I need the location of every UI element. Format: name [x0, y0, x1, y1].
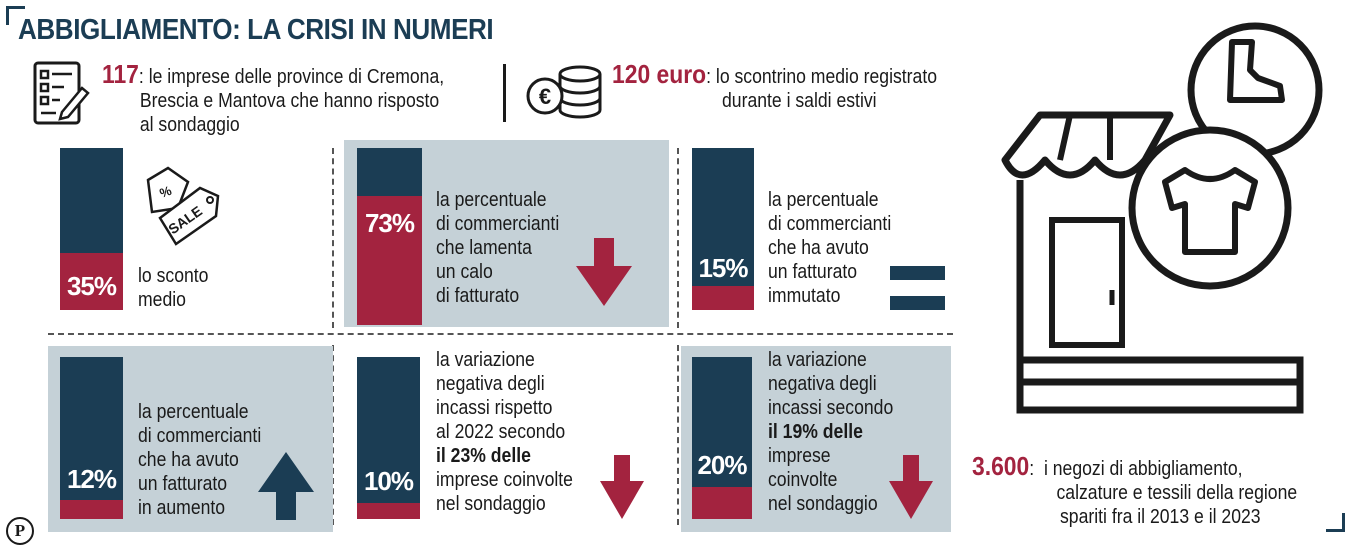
- cell-text-calo: la percentuale di commercianti che lamen…: [436, 189, 560, 307]
- bar-percentage: 10%: [363, 466, 414, 496]
- arrow-down-icon: [576, 238, 632, 306]
- grid-divider-vertical: [332, 148, 334, 328]
- cell-text-aumento: la percentuale di commercianti che ha av…: [138, 401, 262, 519]
- bar-fill: [60, 499, 123, 519]
- publisher-logo: P: [6, 517, 34, 545]
- stat-negozi-spariti: 3.600: i negozi di abbigliamento, calzat…: [972, 451, 1298, 528]
- bar-fill: [692, 285, 754, 310]
- bar-percentage: 12%: [66, 464, 117, 494]
- equals-icon: [890, 266, 945, 310]
- bar-percentage: 15%: [698, 253, 748, 283]
- corner-bracket-bottom-right: [1326, 513, 1345, 532]
- svg-text:€: €: [539, 84, 551, 109]
- bar-percentage: 20%: [697, 450, 747, 480]
- bar-fill: [357, 195, 422, 325]
- cell-text-variazione-23: la variazione negativa degli incassi ris…: [436, 349, 573, 515]
- stat-scontrino: 120 euro: lo scontrino medio registrato …: [612, 59, 937, 112]
- svg-text:%: %: [157, 183, 173, 201]
- bar-fatturato-immutato: 15%: [692, 148, 754, 310]
- grid-divider-vertical: [332, 345, 334, 525]
- bar-percentage: 35%: [66, 271, 117, 301]
- grid-divider-vertical: [677, 345, 679, 525]
- coins-euro-icon: €: [526, 65, 602, 119]
- grid-divider-vertical: [677, 148, 679, 328]
- stat-negozi-value: 3.600: [972, 451, 1030, 481]
- bar-variazione-19: 20%: [692, 357, 752, 519]
- cell-text-immutato: la percentuale di commercianti che ha av…: [768, 189, 892, 307]
- sale-tags-icon: % SALE: [146, 166, 220, 246]
- corner-bracket-top-left: [6, 6, 25, 25]
- clothing-store-icon: [1001, 22, 1323, 414]
- stat-imprese: 117: le imprese delle province di Cremon…: [102, 59, 445, 136]
- arrow-down-icon: [600, 455, 644, 519]
- arrow-down-icon: [889, 455, 933, 519]
- stat-imprese-value: 117: [102, 59, 139, 89]
- grid-divider-horizontal: [48, 333, 953, 335]
- divider: [503, 64, 506, 122]
- bar-calo-fatturato: 73%: [357, 148, 422, 325]
- bar-fill: [60, 253, 123, 310]
- cell-text-variazione-19: la variazione negativa degli incassi sec…: [768, 349, 894, 515]
- stat-scontrino-value: 120 euro: [612, 59, 707, 89]
- bar-fatturato-aumento: 12%: [60, 357, 123, 519]
- bar-sconto: 35%: [60, 148, 123, 310]
- cell-text-sconto: lo sconto medio: [138, 265, 209, 311]
- survey-form-icon: [33, 61, 90, 125]
- arrow-up-icon: [258, 452, 314, 520]
- bar-fill: [357, 502, 420, 519]
- bar-percentage: 73%: [364, 208, 415, 238]
- bar-variazione-23: 10%: [357, 357, 420, 519]
- page-title: ABBIGLIAMENTO: LA CRISI IN NUMERI: [18, 14, 494, 46]
- bar-fill: [692, 486, 752, 519]
